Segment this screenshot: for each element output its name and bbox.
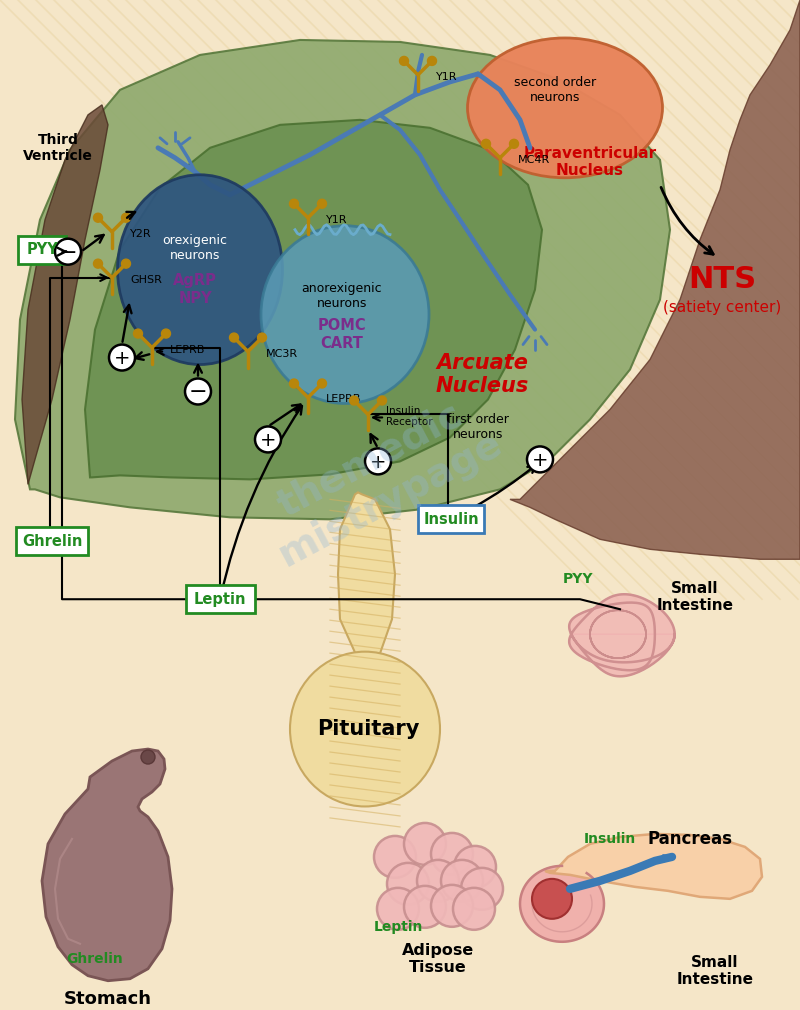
Text: second order
neurons: second order neurons <box>514 76 596 104</box>
FancyBboxPatch shape <box>418 505 484 533</box>
Text: themedic
mistrypage: themedic mistrypage <box>251 385 509 574</box>
Polygon shape <box>510 0 800 560</box>
Circle shape <box>387 863 429 905</box>
Circle shape <box>94 260 102 268</box>
Circle shape <box>431 885 473 927</box>
Circle shape <box>399 57 409 66</box>
Circle shape <box>454 846 496 888</box>
Text: PYY: PYY <box>26 242 58 258</box>
Text: (satiety center): (satiety center) <box>663 300 781 315</box>
Circle shape <box>377 888 419 930</box>
Circle shape <box>55 238 81 265</box>
Circle shape <box>290 199 298 208</box>
Text: +: + <box>260 431 276 449</box>
Circle shape <box>532 879 572 919</box>
Circle shape <box>427 57 437 66</box>
Text: MC4R: MC4R <box>518 155 550 165</box>
Polygon shape <box>22 105 108 485</box>
Text: NTS: NTS <box>688 266 756 294</box>
Polygon shape <box>520 866 604 941</box>
Polygon shape <box>42 749 172 981</box>
Text: Insulin: Insulin <box>584 832 636 846</box>
Text: orexigenic
neurons: orexigenic neurons <box>162 233 227 262</box>
Text: Ghrelin: Ghrelin <box>66 951 123 966</box>
Circle shape <box>404 886 446 928</box>
Text: +: + <box>370 452 386 472</box>
Text: POMC
CART: POMC CART <box>318 318 366 350</box>
Text: themedic
mistrypage: themedic mistrypage <box>251 385 509 574</box>
Circle shape <box>109 344 135 371</box>
Circle shape <box>527 446 553 473</box>
Text: first order
neurons: first order neurons <box>447 413 509 441</box>
Circle shape <box>482 139 490 148</box>
Ellipse shape <box>467 38 662 178</box>
Text: GHSR: GHSR <box>130 275 162 285</box>
Text: +: + <box>114 349 130 368</box>
Text: MC3R: MC3R <box>266 348 298 359</box>
Text: −: − <box>58 242 78 263</box>
Circle shape <box>162 329 170 338</box>
Circle shape <box>461 868 503 910</box>
Circle shape <box>122 213 130 222</box>
Text: Small
Intestine: Small Intestine <box>657 581 734 613</box>
Polygon shape <box>338 492 395 660</box>
Text: Paraventricular
Nucleus: Paraventricular Nucleus <box>523 145 657 178</box>
Circle shape <box>122 260 130 268</box>
Text: Leptin: Leptin <box>194 592 246 607</box>
Text: Stomach: Stomach <box>64 990 152 1008</box>
Circle shape <box>318 199 326 208</box>
Text: Y1R: Y1R <box>436 72 458 82</box>
Circle shape <box>378 396 386 405</box>
Text: Third
Ventricle: Third Ventricle <box>23 132 93 163</box>
Circle shape <box>441 860 483 902</box>
Text: Adipose
Tissue: Adipose Tissue <box>402 942 474 975</box>
Circle shape <box>431 833 473 875</box>
Circle shape <box>255 426 281 452</box>
Circle shape <box>185 379 211 404</box>
Circle shape <box>258 333 266 342</box>
Circle shape <box>94 213 102 222</box>
Text: LEPRB: LEPRB <box>326 395 362 404</box>
Circle shape <box>417 860 459 902</box>
Circle shape <box>141 750 155 764</box>
Polygon shape <box>569 594 674 677</box>
Text: Pituitary: Pituitary <box>317 719 419 739</box>
Circle shape <box>365 448 391 475</box>
Circle shape <box>453 888 495 930</box>
Text: Insulin
Receptor: Insulin Receptor <box>386 406 433 427</box>
Text: anorexigenic
neurons: anorexigenic neurons <box>302 282 382 310</box>
Ellipse shape <box>261 225 429 403</box>
Circle shape <box>230 333 238 342</box>
FancyBboxPatch shape <box>18 235 66 264</box>
Circle shape <box>134 329 142 338</box>
Circle shape <box>510 139 518 148</box>
Text: Arcuate
Nucleus: Arcuate Nucleus <box>435 352 529 396</box>
Text: LEPRB: LEPRB <box>170 344 206 355</box>
Text: PYY: PYY <box>562 573 594 586</box>
Text: AgRP
NPY: AgRP NPY <box>173 274 217 306</box>
Polygon shape <box>545 834 762 899</box>
Text: +: + <box>532 450 548 470</box>
Text: Y1R: Y1R <box>326 215 347 224</box>
Circle shape <box>318 379 326 388</box>
Polygon shape <box>85 120 542 480</box>
Circle shape <box>290 379 298 388</box>
Circle shape <box>350 396 358 405</box>
Circle shape <box>374 836 416 878</box>
Text: Pancreas: Pancreas <box>647 830 733 848</box>
FancyBboxPatch shape <box>186 585 255 613</box>
Circle shape <box>404 823 446 865</box>
Text: Small
Intestine: Small Intestine <box>677 954 754 987</box>
FancyBboxPatch shape <box>16 527 88 556</box>
Text: Leptin: Leptin <box>374 920 422 934</box>
Ellipse shape <box>290 651 440 806</box>
Text: Insulin: Insulin <box>423 512 479 527</box>
Text: Ghrelin: Ghrelin <box>22 534 82 548</box>
Polygon shape <box>15 40 670 519</box>
Text: −: − <box>189 383 207 403</box>
Ellipse shape <box>118 175 282 365</box>
Text: Y2R: Y2R <box>130 228 152 238</box>
